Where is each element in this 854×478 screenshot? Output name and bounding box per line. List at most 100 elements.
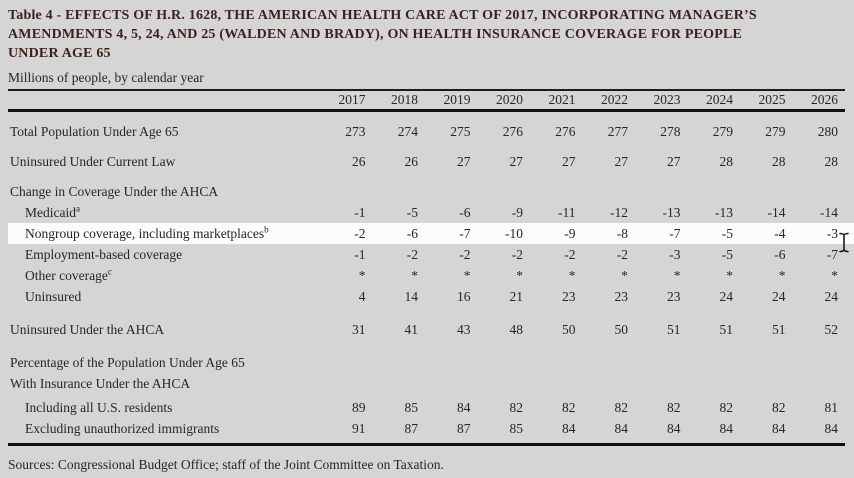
value-cell: -5 [721, 247, 733, 262]
value-cell: -7 [669, 226, 681, 241]
value-cell: 31 [352, 322, 366, 337]
value-cell [373, 181, 426, 202]
table-row-highlighted: Nongroup coverage, including marketplace… [8, 223, 854, 244]
value-cell: -2 [616, 247, 628, 262]
value-cell: -9 [511, 205, 523, 220]
year-header-cell: 2019 [443, 92, 471, 107]
value-cell [478, 373, 531, 394]
value-cell: 276 [555, 124, 576, 139]
row-label: Including all U.S. residents [25, 400, 173, 415]
value-cell: -3 [669, 247, 681, 262]
value-cell: 273 [345, 124, 366, 139]
value-cell: 50 [562, 322, 576, 337]
value-cell: 28 [719, 154, 734, 169]
table-title-line-1: Table 4 - EFFECTS OF H.R. 1628, THE AMER… [8, 8, 757, 23]
row-label: Uninsured Under the AHCA [10, 322, 165, 337]
value-cell: 84 [457, 400, 471, 415]
value-cell: 84 [719, 421, 734, 436]
value-cell [740, 373, 793, 394]
value-cell [688, 373, 741, 394]
value-cell [373, 352, 426, 373]
value-cell: -1 [354, 247, 366, 262]
year-header-cell: 2024 [706, 92, 733, 107]
value-cell: 26 [404, 154, 419, 169]
year-header-row: 2017 2018 2019 2020 2021 2022 2023 2024 2025 2026 [8, 89, 845, 112]
table-row: Uninsured Under the AHCA 31 41 43 48 50 50 51 51… [8, 319, 845, 340]
row-label: Medicaida [25, 203, 80, 220]
value-cell: 23 [667, 289, 681, 304]
value-cell: 84 [772, 421, 786, 436]
value-cell: * [673, 268, 681, 283]
value-cell [635, 181, 688, 202]
row-label: Excluding unauthorized immigrants [25, 421, 220, 436]
footnote-marker: a [75, 203, 80, 214]
footnote-marker: b [264, 224, 269, 235]
value-cell: 24 [772, 289, 786, 304]
value-cell: 27 [667, 154, 681, 169]
value-cell: 4 [358, 289, 366, 304]
value-cell: * [568, 268, 576, 283]
value-cell: * [411, 268, 418, 283]
value-cell [793, 373, 846, 394]
value-cell [320, 352, 373, 373]
value-cell [320, 181, 373, 202]
value-cell: -12 [610, 205, 628, 220]
table-row: Uninsured Under Current Law 26 26 27 27 27 27 2… [8, 151, 845, 172]
value-cell: 28 [772, 154, 786, 169]
value-cell [793, 181, 846, 202]
value-cell: 41 [404, 322, 419, 337]
value-cell: 278 [660, 124, 681, 139]
table-row: Total Population Under Age 65 273 274 275 27… [8, 121, 845, 142]
value-cell: 51 [667, 322, 681, 337]
value-cell: 274 [397, 124, 418, 139]
value-cell: 87 [457, 421, 471, 436]
value-cell [583, 352, 636, 373]
value-cell [793, 352, 846, 373]
value-cell: -5 [406, 205, 418, 220]
value-cell: 82 [562, 400, 576, 415]
value-cell: 51 [719, 322, 734, 337]
value-cell: 27 [457, 154, 471, 169]
value-cell: -2 [564, 247, 576, 262]
value-cell: -7 [826, 247, 838, 262]
value-cell: -1 [354, 205, 366, 220]
table-row: Uninsured 4 14 16 21 23 23 23 24 24 24 [8, 286, 845, 307]
year-header-cell: 2022 [601, 92, 628, 107]
value-cell: 27 [614, 154, 629, 169]
value-cell [425, 373, 478, 394]
value-cell: 84 [667, 421, 681, 436]
value-cell [583, 373, 636, 394]
value-cell: -2 [511, 247, 523, 262]
value-cell: * [778, 268, 786, 283]
value-cell: * [358, 268, 366, 283]
table-row: Excluding unauthorized immigrants 91 87 87 8… [8, 418, 845, 439]
value-cell: 48 [509, 322, 524, 337]
value-cell: 24 [719, 289, 734, 304]
value-cell: * [831, 268, 838, 283]
value-cell: -6 [459, 205, 471, 220]
row-label: Total Population Under Age 65 [10, 124, 179, 139]
value-cell: -14 [767, 205, 786, 220]
value-cell: 27 [562, 154, 576, 169]
value-cell: -6 [406, 226, 418, 241]
row-label: Nongroup coverage, including marketplace… [25, 224, 269, 241]
value-cell [688, 352, 741, 373]
value-cell: 52 [824, 322, 839, 337]
table-row: Including all U.S. residents 89 85 84 82 82 82… [8, 397, 845, 418]
value-cell: 84 [562, 421, 576, 436]
value-cell [583, 181, 636, 202]
year-header-cell: 2023 [653, 92, 681, 107]
value-cell: -8 [616, 226, 628, 241]
year-header-cell: 2025 [758, 92, 786, 107]
value-cell: 82 [509, 400, 524, 415]
value-cell [635, 352, 688, 373]
value-cell [373, 373, 426, 394]
value-cell: * [621, 268, 628, 283]
value-cell: -10 [505, 226, 523, 241]
value-cell: -14 [820, 205, 838, 220]
year-header-cell: 2018 [391, 92, 418, 107]
value-cell: -6 [774, 247, 786, 262]
value-cell: 16 [457, 289, 471, 304]
value-cell [320, 373, 373, 394]
value-cell [425, 181, 478, 202]
